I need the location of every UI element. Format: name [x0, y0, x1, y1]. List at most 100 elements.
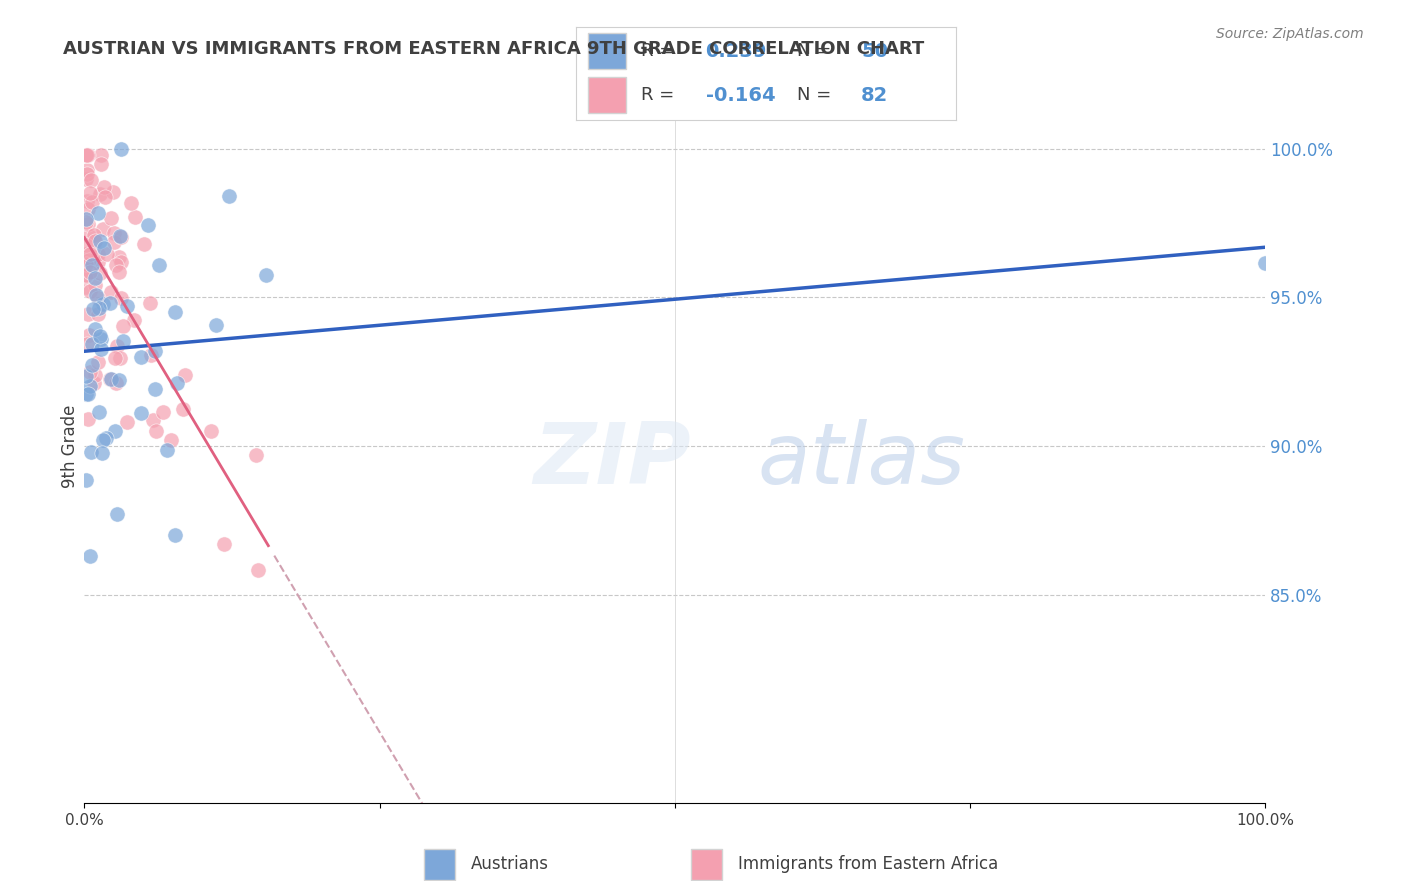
Point [148, 258, 170, 272]
Point [160, 434, 183, 448]
Point [75, 172, 97, 186]
Text: 82: 82 [860, 86, 889, 104]
Point [91, 434, 114, 448]
Point [212, 537, 235, 551]
Point [75, 215, 97, 229]
Point [76, 194, 98, 208]
Point [246, 563, 269, 577]
Point [87, 307, 110, 321]
Text: -0.164: -0.164 [706, 86, 775, 104]
Point [107, 339, 129, 353]
Point [77, 412, 100, 426]
Point [75, 147, 97, 161]
Point [104, 351, 127, 365]
Point [87, 292, 110, 306]
Point [91, 296, 114, 310]
Point [101, 185, 124, 199]
Point [75, 269, 97, 284]
Point [79, 365, 101, 379]
Point [79, 549, 101, 564]
Point [79, 285, 101, 299]
Point [77, 328, 100, 343]
Point [117, 299, 139, 313]
Point [83, 228, 105, 243]
FancyBboxPatch shape [690, 849, 723, 880]
Point [200, 424, 222, 438]
Point [82, 194, 104, 209]
Point [110, 142, 132, 156]
Point [89, 301, 111, 316]
Point [75, 280, 97, 294]
Point [76, 147, 98, 161]
Text: R =: R = [641, 42, 681, 60]
Point [87, 255, 110, 269]
Point [105, 507, 128, 521]
Point [110, 229, 132, 244]
Point [79, 186, 101, 201]
Point [87, 206, 110, 220]
Point [84, 234, 107, 248]
Text: R =: R = [641, 87, 681, 104]
Point [104, 376, 127, 390]
Point [75, 246, 97, 260]
Point [93, 241, 115, 255]
Point [79, 445, 101, 459]
Point [100, 296, 122, 310]
Point [108, 351, 131, 365]
Point [76, 202, 98, 216]
Point [82, 258, 104, 272]
Point [93, 221, 115, 235]
Point [124, 211, 146, 225]
Point [90, 343, 112, 357]
Point [141, 413, 163, 427]
Point [134, 237, 156, 252]
Point [75, 212, 97, 227]
Point [165, 304, 187, 318]
Point [86, 355, 108, 369]
Point [172, 401, 194, 416]
Point [98, 372, 121, 386]
Point [245, 448, 267, 462]
Point [103, 226, 125, 240]
Point [120, 195, 142, 210]
Point [90, 157, 112, 171]
FancyBboxPatch shape [588, 78, 626, 113]
Point [129, 350, 152, 364]
Text: Source: ZipAtlas.com: Source: ZipAtlas.com [1216, 27, 1364, 41]
FancyBboxPatch shape [423, 849, 456, 880]
Point [100, 372, 122, 386]
Text: 0.239: 0.239 [706, 42, 766, 61]
Point [76, 147, 98, 161]
Point [100, 285, 122, 300]
Point [75, 368, 97, 383]
Point [75, 237, 97, 252]
Point [254, 268, 277, 282]
Point [166, 376, 188, 390]
Point [104, 424, 127, 438]
Point [141, 347, 163, 361]
Point [80, 172, 103, 186]
Point [100, 211, 122, 226]
Point [76, 337, 98, 351]
Point [145, 424, 167, 438]
Point [108, 373, 131, 387]
Point [107, 265, 129, 279]
Point [89, 186, 111, 201]
Point [90, 446, 112, 460]
Point [75, 387, 97, 401]
Point [83, 376, 105, 391]
Point [143, 382, 166, 396]
Point [104, 258, 127, 272]
Point [93, 180, 115, 194]
Point [75, 268, 97, 282]
Text: Immigrants from Eastern Africa: Immigrants from Eastern Africa [738, 855, 998, 873]
Point [110, 255, 132, 269]
Point [156, 442, 179, 457]
Point [77, 252, 100, 267]
Point [80, 336, 103, 351]
Point [139, 296, 162, 310]
Point [136, 218, 159, 232]
Point [124, 312, 146, 326]
Point [115, 415, 138, 429]
Point [96, 247, 118, 261]
